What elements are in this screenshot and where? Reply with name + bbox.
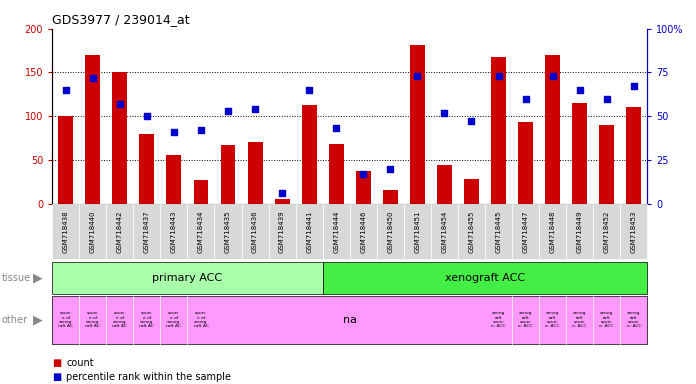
- Point: [547, 73, 558, 79]
- Bar: [221, 145, 235, 204]
- Bar: [383, 190, 397, 204]
- Point: [276, 190, 287, 196]
- Bar: [626, 108, 641, 204]
- Text: xenog
raft
sourc
e: ACC: xenog raft sourc e: ACC: [626, 311, 641, 328]
- Text: GSM718441: GSM718441: [306, 210, 313, 253]
- Text: GSM718454: GSM718454: [441, 210, 448, 253]
- Bar: [437, 165, 452, 204]
- Text: sourc
e of
xenog
raft AC: sourc e of xenog raft AC: [58, 311, 73, 328]
- Text: sourc
e of
xenog
raft AC: sourc e of xenog raft AC: [112, 311, 127, 328]
- Bar: [356, 171, 371, 204]
- Text: GSM718442: GSM718442: [117, 210, 122, 253]
- Text: primary ACC: primary ACC: [152, 273, 223, 283]
- Point: [385, 166, 396, 172]
- Text: ■: ■: [52, 358, 61, 368]
- Point: [196, 127, 207, 133]
- Text: ▶: ▶: [33, 271, 43, 285]
- Text: GSM718440: GSM718440: [90, 210, 96, 253]
- Point: [223, 108, 234, 114]
- Bar: [193, 180, 208, 204]
- Text: GSM718444: GSM718444: [333, 210, 339, 253]
- Point: [249, 106, 260, 112]
- Bar: [86, 55, 100, 204]
- Text: xenog
raft
sourc
e: ACC: xenog raft sourc e: ACC: [599, 311, 614, 328]
- Point: [303, 87, 315, 93]
- Point: [358, 171, 369, 177]
- Bar: [329, 144, 344, 204]
- Text: xenograft ACC: xenograft ACC: [445, 273, 525, 283]
- Text: sourc
e of
xenog
raft AC: sourc e of xenog raft AC: [193, 311, 208, 328]
- Text: sourc
e of
xenog
raft AC: sourc e of xenog raft AC: [166, 311, 182, 328]
- Text: GSM718453: GSM718453: [631, 210, 637, 253]
- Text: GSM718449: GSM718449: [577, 210, 583, 253]
- Point: [412, 73, 423, 79]
- Bar: [491, 57, 506, 204]
- Text: GSM718448: GSM718448: [550, 210, 555, 253]
- Text: ■: ■: [52, 372, 61, 382]
- Text: na: na: [342, 314, 357, 325]
- Point: [628, 83, 640, 89]
- Bar: [545, 55, 560, 204]
- Bar: [248, 142, 262, 204]
- Bar: [166, 156, 182, 204]
- Text: tissue: tissue: [1, 273, 31, 283]
- Text: GSM718450: GSM718450: [387, 210, 393, 253]
- Point: [168, 129, 180, 135]
- Point: [574, 87, 585, 93]
- Text: ▶: ▶: [33, 313, 43, 326]
- Bar: [112, 73, 127, 204]
- Text: xenog
raft
sourc
e: ACC: xenog raft sourc e: ACC: [572, 311, 587, 328]
- Text: GSM718439: GSM718439: [279, 210, 285, 253]
- Text: GSM718445: GSM718445: [496, 210, 502, 253]
- Text: xenog
raft
sourc
e: ACC: xenog raft sourc e: ACC: [546, 311, 560, 328]
- Point: [493, 73, 504, 79]
- Text: GSM718452: GSM718452: [603, 210, 610, 253]
- Point: [331, 125, 342, 131]
- Point: [60, 87, 71, 93]
- Text: GSM718446: GSM718446: [361, 210, 366, 253]
- Point: [601, 96, 612, 102]
- Bar: [518, 122, 533, 204]
- Point: [439, 109, 450, 116]
- Text: GSM718434: GSM718434: [198, 210, 204, 253]
- Bar: [139, 134, 155, 204]
- Point: [87, 74, 98, 81]
- Text: GSM718438: GSM718438: [63, 210, 69, 253]
- Text: GSM718455: GSM718455: [468, 210, 475, 253]
- Point: [141, 113, 152, 119]
- Point: [520, 96, 531, 102]
- Bar: [275, 199, 290, 204]
- Point: [114, 101, 125, 107]
- Bar: [599, 125, 614, 204]
- Text: xenog
raft
sourc
e: ACC: xenog raft sourc e: ACC: [519, 311, 533, 328]
- Bar: [572, 103, 587, 204]
- Text: GSM718435: GSM718435: [225, 210, 231, 253]
- Text: percentile rank within the sample: percentile rank within the sample: [66, 372, 231, 382]
- Text: sourc
e of
xenog
raft AC: sourc e of xenog raft AC: [139, 311, 155, 328]
- Bar: [58, 116, 73, 204]
- Text: GSM718451: GSM718451: [414, 210, 420, 253]
- Text: other: other: [1, 314, 27, 325]
- Bar: [410, 45, 425, 204]
- Text: GSM718437: GSM718437: [144, 210, 150, 253]
- Text: sourc
e of
xenog
raft AC: sourc e of xenog raft AC: [86, 311, 100, 328]
- Text: GDS3977 / 239014_at: GDS3977 / 239014_at: [52, 13, 190, 26]
- Bar: [464, 179, 479, 204]
- Text: GSM718436: GSM718436: [252, 210, 258, 253]
- Text: count: count: [66, 358, 94, 368]
- Bar: [302, 105, 317, 204]
- Text: GSM718447: GSM718447: [523, 210, 528, 253]
- Text: xenog
raft
sourc
e: ACC: xenog raft sourc e: ACC: [491, 311, 506, 328]
- Text: GSM718443: GSM718443: [171, 210, 177, 253]
- Point: [466, 118, 477, 124]
